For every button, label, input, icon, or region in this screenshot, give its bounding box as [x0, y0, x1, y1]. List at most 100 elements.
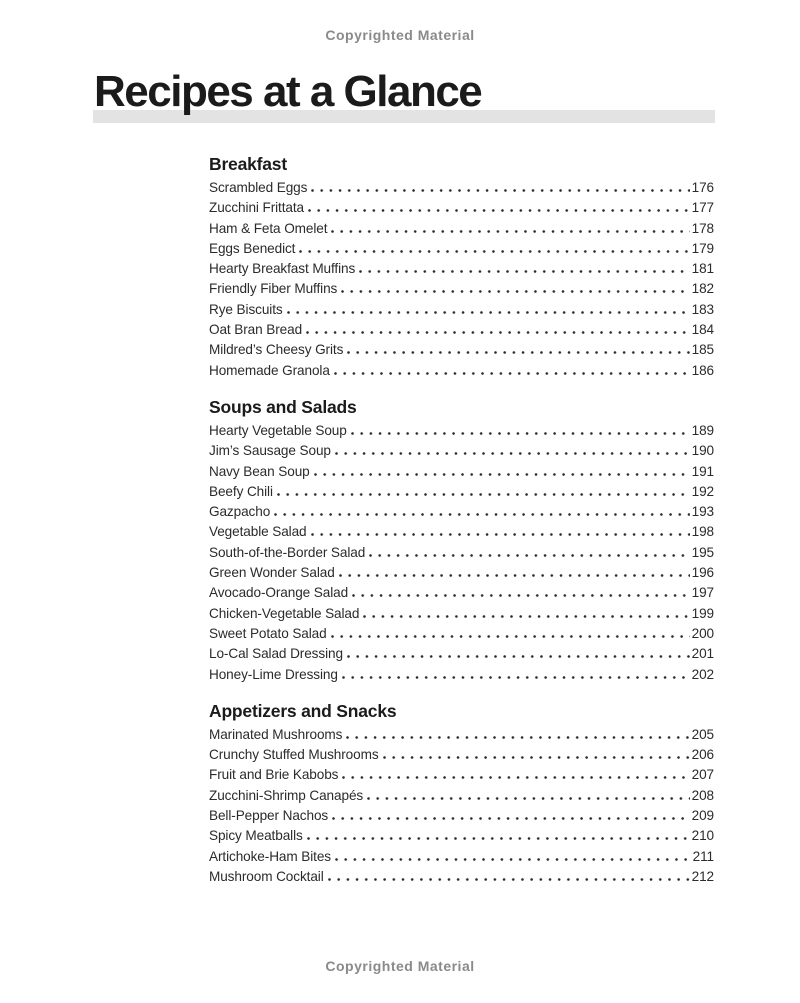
toc-entry-row: Crunchy Stuffed Mushrooms 206 [209, 747, 714, 767]
entry-page-number: 210 [691, 828, 714, 844]
dot-leader [363, 614, 690, 618]
entry-page-number: 193 [691, 504, 714, 520]
toc-entry-row: Jim’s Sausage Soup 190 [209, 443, 714, 463]
section-entries: Marinated Mushrooms 205 Crunchy Stuffed … [209, 727, 714, 889]
entry-name: Hearty Breakfast Muffins [209, 261, 356, 277]
entry-name: South-of-the-Border Salad [209, 544, 366, 560]
toc-entry-row: Fruit and Brie Kabobs 207 [209, 767, 714, 787]
entry-name: Green Wonder Salad [209, 565, 335, 581]
entry-name: Honey-Lime Dressing [209, 666, 338, 682]
entry-page-number: 182 [691, 281, 714, 297]
dot-leader [352, 594, 690, 598]
dot-leader [332, 817, 690, 821]
toc-entry-row: Beefy Chili 192 [209, 484, 714, 504]
entry-name: Beefy Chili [209, 483, 273, 499]
dot-leader [347, 351, 690, 355]
entry-page-number: 206 [691, 747, 714, 763]
dot-leader [276, 492, 690, 496]
entry-page-number: 200 [691, 625, 714, 641]
toc-entry-row: Artichoke-Ham Bites 211 [209, 849, 714, 869]
entry-name: Hearty Vegetable Soup [209, 422, 347, 438]
entry-name: Eggs Benedict [209, 240, 296, 256]
entry-name: Jim’s Sausage Soup [209, 443, 331, 459]
toc-entry-row: Sweet Potato Salad 200 [209, 626, 714, 646]
toc-entry-row: Friendly Fiber Muffins 182 [209, 281, 714, 301]
entry-name: Oat Bran Bread [209, 322, 303, 338]
entry-page-number: 211 [692, 848, 714, 864]
toc-entry-row: Zucchini Frittata 177 [209, 200, 714, 220]
entry-page-number: 198 [691, 524, 714, 540]
dot-leader [306, 331, 690, 335]
toc-entry-row: Spicy Meatballs 210 [209, 828, 714, 848]
entry-name: Homemade Granola [209, 362, 330, 378]
section-entries: Hearty Vegetable Soup 189 Jim’s Sausage … [209, 423, 714, 687]
entry-page-number: 177 [691, 200, 714, 216]
entry-page-number: 183 [691, 301, 714, 317]
toc-entry-row: Ham & Feta Omelet 178 [209, 221, 714, 241]
entry-name: Ham & Feta Omelet [209, 220, 328, 236]
entry-name: Marinated Mushrooms [209, 726, 343, 742]
dot-leader [367, 796, 690, 800]
dot-leader [346, 735, 690, 739]
dot-leader [342, 776, 690, 780]
toc-entry-row: Green Wonder Salad 196 [209, 565, 714, 585]
toc-section: Breakfast Scrambled Eggs 176 Zucchini Fr… [209, 153, 714, 383]
dot-leader [306, 837, 690, 841]
entry-page-number: 184 [691, 322, 714, 338]
entry-page-number: 179 [691, 240, 714, 256]
toc-entry-row: Navy Bean Soup 191 [209, 464, 714, 484]
entry-name: Rye Biscuits [209, 301, 283, 317]
entry-page-number: 192 [691, 483, 714, 499]
dot-leader [338, 574, 690, 578]
dot-leader [330, 634, 690, 638]
toc-entry-row: Eggs Benedict 179 [209, 241, 714, 261]
entry-page-number: 208 [691, 787, 714, 803]
toc-section: Appetizers and Snacks Marinated Mushroom… [209, 700, 714, 889]
section-entries: Scrambled Eggs 176 Zucchini Frittata 177… [209, 180, 714, 383]
entry-page-number: 199 [691, 605, 714, 621]
entry-page-number: 185 [691, 342, 714, 358]
toc-entry-row: Homemade Granola 186 [209, 363, 714, 383]
dot-leader [333, 371, 690, 375]
dot-leader [359, 270, 690, 274]
page-title: Recipes at a Glance [94, 67, 483, 116]
toc-entry-row: Avocado-Orange Salad 197 [209, 585, 714, 605]
entry-name: Spicy Meatballs [209, 828, 303, 844]
toc-entry-row: Mildred’s Cheesy Grits 185 [209, 342, 714, 362]
entry-page-number: 201 [691, 646, 714, 662]
entry-name: Vegetable Salad [209, 524, 307, 540]
entry-page-number: 212 [691, 868, 714, 884]
toc-entry-row: Chicken-Vegetable Salad 199 [209, 606, 714, 626]
title-underline-bar [93, 110, 715, 123]
entry-name: Avocado-Orange Salad [209, 585, 349, 601]
entry-name: Zucchini Frittata [209, 200, 304, 216]
dot-leader [299, 249, 690, 253]
section-heading: Appetizers and Snacks [209, 700, 397, 721]
dot-leader [341, 675, 690, 679]
entry-page-number: 195 [691, 544, 714, 560]
dot-leader [311, 189, 690, 192]
section-heading: Soups and Salads [209, 396, 357, 417]
entry-name: Lo-Cal Salad Dressing [209, 646, 343, 662]
dot-leader [334, 452, 690, 456]
toc-entry-row: Gazpacho 193 [209, 504, 714, 524]
entry-page-number: 186 [691, 362, 714, 378]
dot-leader [327, 877, 690, 881]
entry-name: Artichoke-Ham Bites [209, 848, 331, 864]
toc-entry-row: Honey-Lime Dressing 202 [209, 667, 714, 687]
toc: Breakfast Scrambled Eggs 176 Zucchini Fr… [209, 153, 714, 902]
entry-page-number: 207 [691, 767, 714, 783]
entry-page-number: 176 [691, 180, 714, 195]
toc-entry-row: Lo-Cal Salad Dressing 201 [209, 646, 714, 666]
section-heading: Breakfast [209, 154, 287, 174]
dot-leader [331, 229, 690, 233]
entry-page-number: 205 [691, 726, 714, 742]
entry-page-number: 191 [691, 463, 714, 479]
toc-entry-row: Vegetable Salad 198 [209, 524, 714, 544]
entry-page-number: 189 [691, 422, 714, 438]
dot-leader [341, 290, 690, 294]
toc-entry-row: South-of-the-Border Salad 195 [209, 545, 714, 565]
dot-leader [369, 553, 690, 557]
entry-name: Chicken-Vegetable Salad [209, 605, 360, 621]
